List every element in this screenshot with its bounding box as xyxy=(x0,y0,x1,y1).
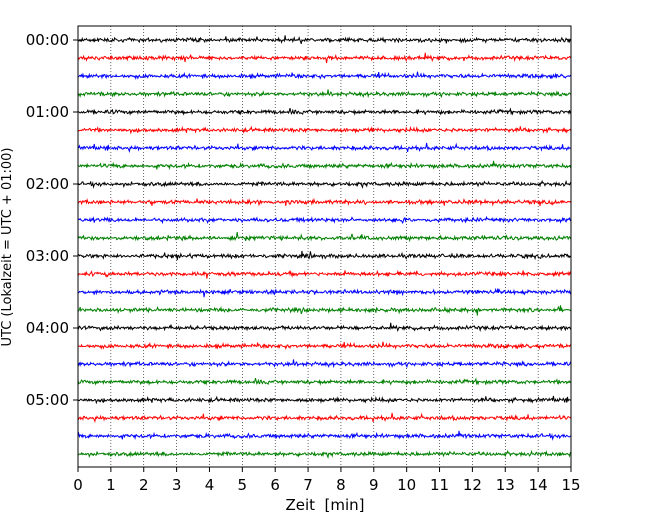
x-tick-label: 9 xyxy=(369,476,379,494)
trace-0330 xyxy=(77,287,572,298)
x-tick-label: 14 xyxy=(529,476,548,494)
trace-0145 xyxy=(77,160,572,171)
x-tick-label: 10 xyxy=(397,476,416,494)
trace-0245 xyxy=(77,231,572,243)
trace-0315 xyxy=(77,269,572,279)
x-tick-label: 12 xyxy=(463,476,482,494)
trace-0430 xyxy=(77,359,572,369)
trace-0100 xyxy=(77,107,572,116)
x-tick-label: 1 xyxy=(106,476,116,494)
y-tick-label: 05:00 xyxy=(26,391,69,409)
x-ticks: 0 1 2 3 4 5 6 7 8 9 10 11 12 13 14 15 xyxy=(73,467,581,494)
trace-0500 xyxy=(77,395,572,405)
trace-0215 xyxy=(77,197,572,207)
y-tick-label: 03:00 xyxy=(26,247,69,265)
trace-0000 xyxy=(77,35,572,45)
x-tick-label: 4 xyxy=(205,476,215,494)
plot-frame xyxy=(77,25,572,468)
trace-0300 xyxy=(77,250,572,261)
trace-0345 xyxy=(77,305,572,316)
trace-0115 xyxy=(77,125,572,135)
trace-0530 xyxy=(77,430,572,441)
trace-0400 xyxy=(77,322,572,333)
x-tick-label: 13 xyxy=(496,476,515,494)
trace-0230 xyxy=(77,215,572,225)
x-tick-label: 0 xyxy=(73,476,83,494)
trace-0545 xyxy=(77,449,572,459)
x-tick-label: 11 xyxy=(430,476,449,494)
x-tick-label: 3 xyxy=(172,476,182,494)
trace-0200 xyxy=(77,179,572,189)
x-tick-label: 15 xyxy=(561,476,580,494)
x-axis-label: Zeit [min] xyxy=(285,496,364,514)
y-ticks: 00:00 01:00 02:00 03:00 04:00 05:00 xyxy=(26,31,78,409)
trace-0015 xyxy=(77,52,572,64)
trace-0415 xyxy=(77,341,572,351)
y-axis-label: UTC (Lokalzeit = UTC + 01:00) xyxy=(0,148,15,347)
y-tick-label: 04:00 xyxy=(26,319,69,337)
x-tick-label: 2 xyxy=(139,476,149,494)
y-tick-label: 02:00 xyxy=(26,175,69,193)
trace-0515 xyxy=(77,412,572,424)
trace-0130 xyxy=(77,142,572,154)
trace-0045 xyxy=(77,89,572,99)
x-tick-label: 7 xyxy=(303,476,313,494)
y-tick-label: 00:00 xyxy=(26,31,69,49)
x-tick-label: 8 xyxy=(336,476,346,494)
x-tick-label: 6 xyxy=(270,476,280,494)
y-tick-label: 01:00 xyxy=(26,103,69,121)
trace-0030 xyxy=(77,71,572,80)
x-tick-label: 5 xyxy=(238,476,248,494)
trace-0445 xyxy=(77,377,572,386)
traces-group xyxy=(77,35,572,459)
